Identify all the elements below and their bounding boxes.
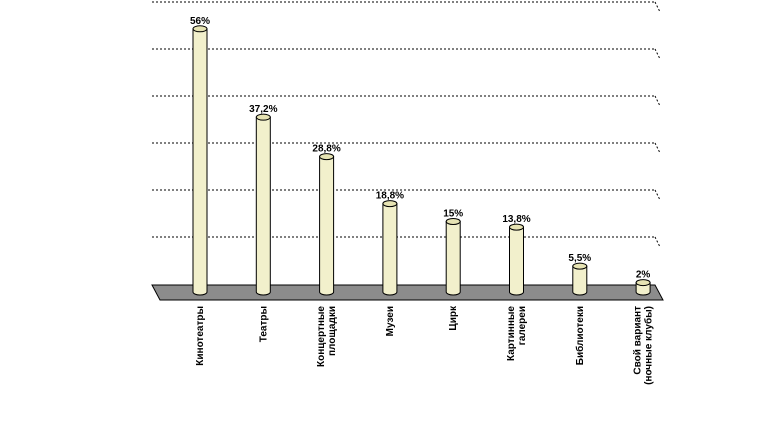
- bar: [635, 279, 651, 296]
- chart-floor: [151, 284, 664, 301]
- bar: [445, 218, 461, 296]
- category-label: Картинныегалереи: [506, 306, 528, 361]
- bars: [192, 25, 651, 296]
- gridline: [152, 142, 661, 154]
- category-label: Театры: [258, 306, 269, 342]
- data-label: 5,5%: [568, 253, 591, 264]
- bar: [192, 25, 208, 296]
- category-label: Кинотеатры: [195, 306, 206, 366]
- bar: [382, 200, 398, 296]
- bar: [572, 262, 588, 296]
- bar: [255, 113, 271, 296]
- category-label: Концертныеплощадки: [316, 306, 338, 367]
- data-labels: 56% 37,2% 28,8% 18,8% 15% 13,8% 5,5% 2%: [190, 16, 650, 281]
- bar: [509, 223, 524, 296]
- data-label: 56%: [190, 16, 210, 27]
- gridline: [152, 236, 661, 248]
- gridline: [152, 95, 661, 107]
- gridlines: [152, 1, 661, 248]
- category-label: Цирк: [448, 305, 459, 331]
- data-label: 18,8%: [376, 191, 404, 202]
- category-label: Музеи: [385, 306, 396, 336]
- gridline: [152, 189, 661, 201]
- category-label: Свой вариант(ночные клубы): [633, 306, 655, 385]
- gridline: [152, 1, 661, 13]
- data-label: 13,8%: [502, 214, 530, 225]
- bar: [319, 153, 335, 296]
- data-label: 15%: [443, 209, 463, 220]
- category-label: Библиотеки: [574, 306, 586, 365]
- gridline: [152, 48, 661, 60]
- category-labels: Кинотеатры Театры Концертныеплощадки Музеи Ц…: [195, 305, 655, 385]
- data-label: 2%: [636, 270, 651, 281]
- data-label: 28,8%: [312, 144, 340, 155]
- data-label: 37,2%: [249, 104, 277, 115]
